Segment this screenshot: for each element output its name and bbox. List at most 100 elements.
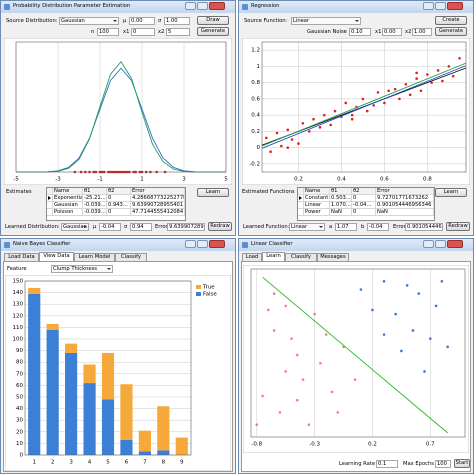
y-tick-label: 110 xyxy=(13,325,24,331)
button[interactable]: Generate xyxy=(197,27,229,36)
text-field[interactable]: -0.04 xyxy=(99,223,121,231)
text-field[interactable]: 0.1 xyxy=(376,460,398,468)
x-tick-label: -3 xyxy=(55,177,61,183)
data-point xyxy=(301,378,305,381)
data-point xyxy=(284,304,288,308)
table-cell: NaN xyxy=(376,209,434,216)
tab[interactable]: Learn xyxy=(262,252,285,261)
data-point xyxy=(441,79,444,83)
x-tick-label: 0.2 xyxy=(294,177,303,183)
dropdown[interactable]: Gaussian xyxy=(61,223,89,231)
data-point xyxy=(286,146,290,149)
button[interactable]: Create xyxy=(435,16,467,25)
button[interactable]: Redraw xyxy=(208,222,232,231)
table-cell: 0.901054446956346 xyxy=(376,202,434,209)
column-header: Error xyxy=(131,188,185,195)
button[interactable]: Learn xyxy=(197,188,229,197)
text-field[interactable]: 0.00 xyxy=(129,17,155,25)
bar-segment xyxy=(28,293,41,455)
label: Source Function: xyxy=(244,18,288,24)
tab[interactable]: Load Data xyxy=(4,253,39,261)
maximize-button[interactable] xyxy=(435,240,446,248)
data-point xyxy=(295,398,299,402)
y-tick-label: 100 xyxy=(13,337,24,343)
tab[interactable]: View Data xyxy=(39,252,74,261)
button[interactable]: Generate xyxy=(435,27,467,36)
data-point xyxy=(290,138,294,141)
text-field[interactable]: 0 xyxy=(131,28,155,36)
y-tick-label: 150 xyxy=(13,279,24,285)
data-point xyxy=(359,288,363,291)
label: Gaussian Noise xyxy=(307,29,347,35)
text-field[interactable]: 0.94 xyxy=(130,223,152,231)
button[interactable]: Draw xyxy=(197,16,229,25)
minimize-button[interactable] xyxy=(423,240,434,248)
maximize-button[interactable] xyxy=(197,240,208,248)
window-icon xyxy=(242,242,248,248)
tab[interactable]: Messages xyxy=(317,253,349,261)
table-cell: Power xyxy=(304,209,330,216)
data-point xyxy=(319,361,322,365)
close-button[interactable] xyxy=(209,240,225,248)
x-tick-label: 3 xyxy=(182,177,186,183)
text-field[interactable]: 1.07 xyxy=(335,223,357,231)
text-field[interactable]: 1.00 xyxy=(412,28,432,36)
data-point xyxy=(458,56,461,60)
data-point xyxy=(447,65,451,68)
text-field[interactable]: 0.10 xyxy=(349,28,371,36)
maximize-button[interactable] xyxy=(197,2,208,10)
text-field[interactable]: 5 xyxy=(166,28,190,36)
label: x1 xyxy=(123,29,130,35)
text-field[interactable]: -0.04 xyxy=(367,223,389,231)
dropdown[interactable]: Gaussian xyxy=(59,17,119,25)
minimize-button[interactable] xyxy=(423,2,434,10)
data-point xyxy=(272,329,276,332)
tab[interactable]: Load xyxy=(242,253,262,261)
dropdown[interactable]: Linear xyxy=(291,17,361,25)
text-field[interactable]: 0.00 xyxy=(382,28,402,36)
data-point xyxy=(297,142,300,145)
label: Source Distribution: xyxy=(6,18,58,24)
maximize-button[interactable] xyxy=(435,2,446,10)
tab[interactable]: Classify xyxy=(115,253,147,261)
row-header xyxy=(47,209,53,216)
button[interactable]: Start xyxy=(454,459,470,468)
chart: -5 -3 -1 1 3 5 xyxy=(4,38,232,185)
bar-segment xyxy=(175,437,188,455)
table-cell: Gaussian xyxy=(53,202,83,209)
label: σ xyxy=(124,224,128,230)
minimize-button[interactable] xyxy=(185,240,196,248)
text-field[interactable]: 100 xyxy=(97,28,119,36)
data-point xyxy=(350,117,354,121)
text-field[interactable]: 9.63990728955401 xyxy=(167,223,205,231)
table-cell: -0.039... xyxy=(83,209,107,216)
data-point xyxy=(446,345,449,349)
title-bar xyxy=(1,1,235,13)
close-button[interactable] xyxy=(209,2,225,10)
column-header: Name xyxy=(53,188,83,195)
data-point xyxy=(284,370,288,373)
table-cell: 0.503... xyxy=(330,195,352,202)
data-point xyxy=(361,97,365,101)
tab[interactable]: Classify xyxy=(285,253,317,261)
minimize-button[interactable] xyxy=(185,2,196,10)
x-tick-label: 5 xyxy=(106,460,110,466)
tab[interactable]: Learn Model xyxy=(74,253,115,261)
data-point xyxy=(269,150,272,153)
table-cell: Poisson xyxy=(53,209,83,216)
data-point xyxy=(318,126,322,129)
data-point xyxy=(350,113,354,117)
legend-label: True xyxy=(202,285,215,291)
close-button[interactable] xyxy=(447,240,463,248)
text-field[interactable]: 1.00 xyxy=(164,17,190,25)
close-button[interactable] xyxy=(447,2,463,10)
x-tick-label: 3 xyxy=(69,460,73,466)
data-point xyxy=(272,292,276,295)
button[interactable]: Learn xyxy=(435,188,467,197)
button[interactable]: Redraw xyxy=(446,222,470,231)
dropdown[interactable]: Clump Thickness xyxy=(51,265,113,273)
data-point xyxy=(329,123,333,127)
text-field[interactable]: 0.901054446956 xyxy=(405,223,443,231)
text-field[interactable]: 100 xyxy=(435,460,451,468)
dropdown[interactable]: Linear xyxy=(289,223,325,231)
